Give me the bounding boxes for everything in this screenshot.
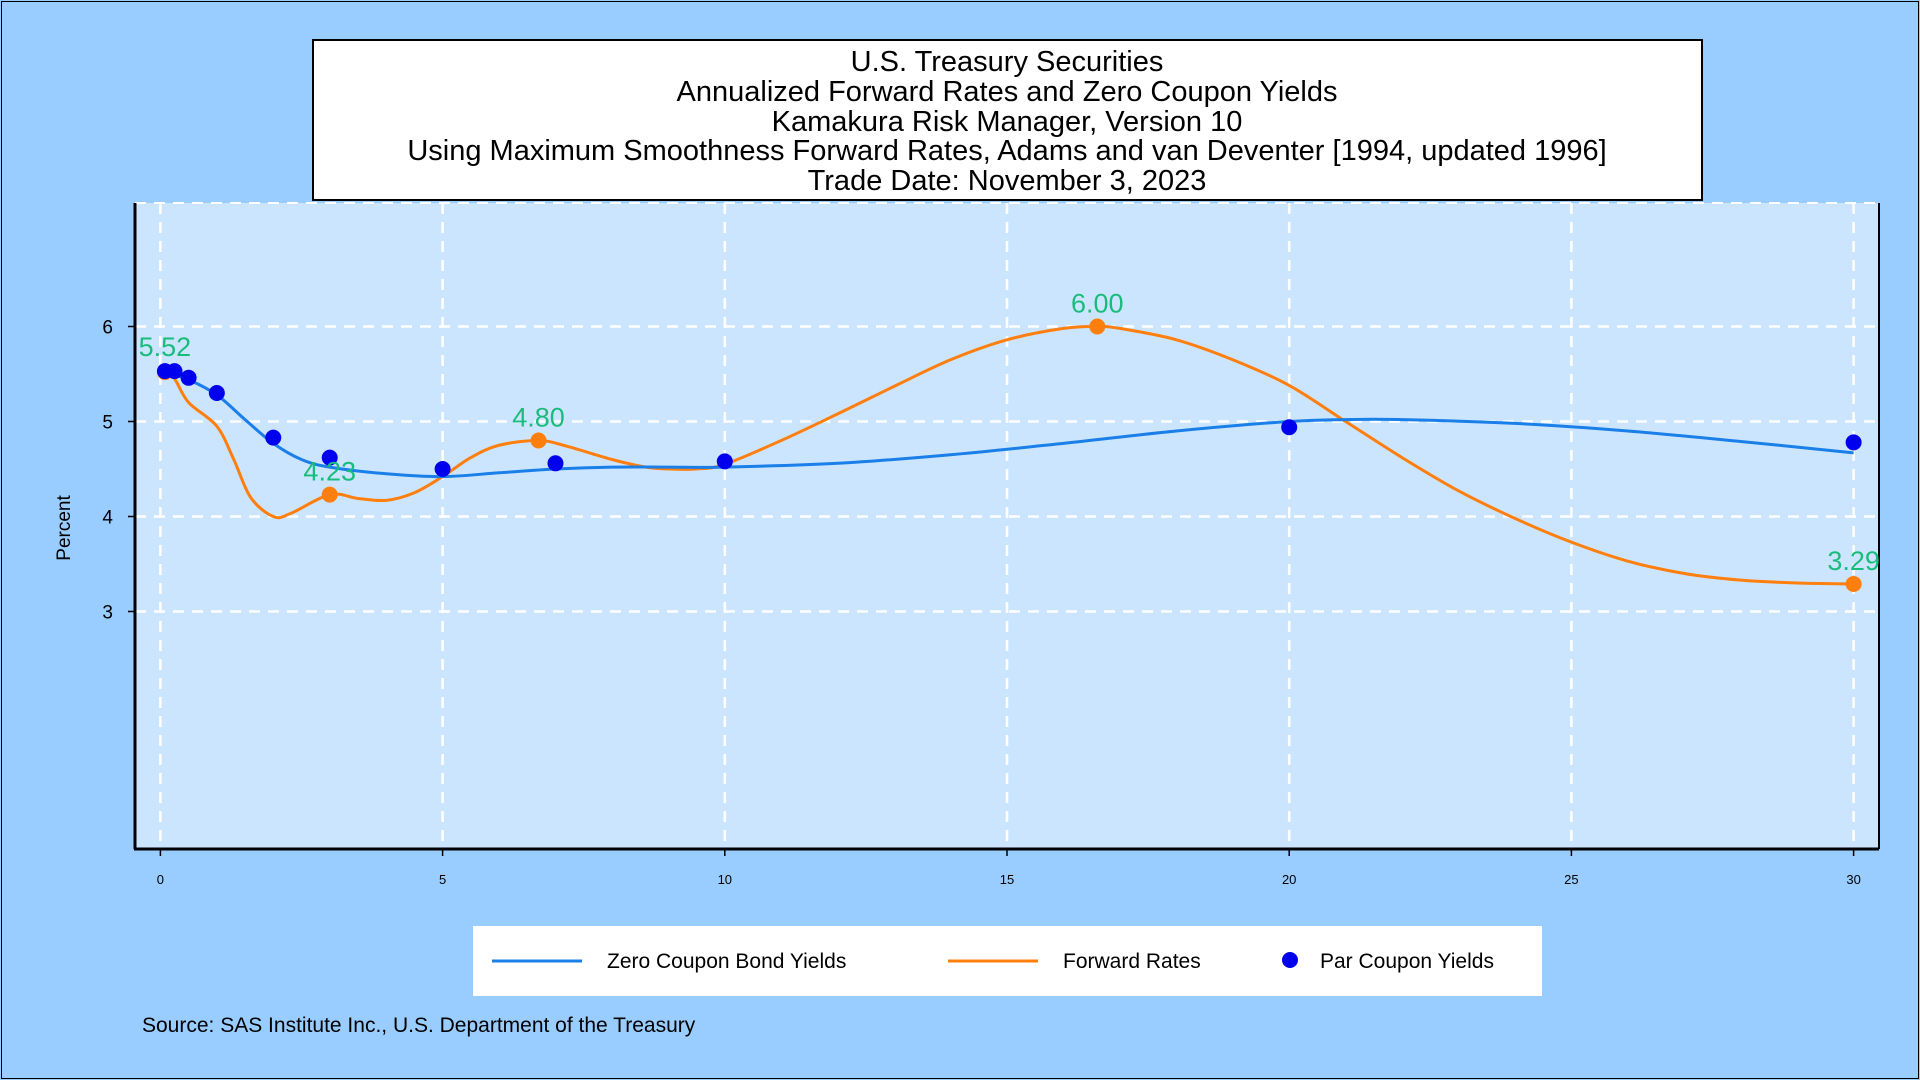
legend: Zero Coupon Bond Yields Forward Rates Pa… bbox=[473, 926, 1542, 996]
chart-title-line-4: Using Maximum Smoothness Forward Rates, … bbox=[407, 135, 1606, 167]
annotation-label-1: 4.23 bbox=[303, 457, 356, 487]
annotations-layer: 5.52 4.23 4.80 6.00 3.29 bbox=[139, 289, 1880, 576]
y-tick-label-4: 4 bbox=[102, 508, 113, 529]
legend-forward-label: Forward Rates bbox=[1063, 950, 1201, 973]
par-coupon-point-6 bbox=[434, 461, 451, 477]
annotation-label-3: 6.00 bbox=[1071, 289, 1124, 319]
par-coupon-point-9 bbox=[1281, 419, 1298, 436]
x-axis-ticks: 0 5 10 15 20 25 30 bbox=[157, 849, 1861, 887]
grid-lines bbox=[135, 202, 1880, 849]
forward-marker-1 bbox=[321, 486, 338, 503]
title-box: U.S. Treasury Securities Annualized Forw… bbox=[312, 39, 1703, 201]
chart-title-line-1: U.S. Treasury Securities bbox=[851, 46, 1164, 78]
chart-title-line-2: Annualized Forward Rates and Zero Coupon… bbox=[677, 76, 1338, 108]
y-axis-ticks: 3 4 5 6 bbox=[102, 318, 135, 624]
x-tick-label-5: 5 bbox=[439, 872, 446, 887]
title-box-background bbox=[312, 39, 1703, 201]
par-coupon-point-2 bbox=[180, 369, 197, 386]
source-note: Source: SAS Institute Inc., U.S. Departm… bbox=[142, 1014, 696, 1037]
annotation-label-4: 3.29 bbox=[1827, 546, 1880, 576]
par-coupon-point-1 bbox=[166, 363, 183, 380]
x-tick-label-25: 25 bbox=[1564, 872, 1578, 887]
x-tick-label-30: 30 bbox=[1846, 872, 1860, 887]
x-tick-label-0: 0 bbox=[157, 872, 164, 887]
par-coupon-point-5 bbox=[321, 449, 338, 466]
par-coupon-point-10 bbox=[1845, 434, 1862, 451]
y-tick-label-3: 3 bbox=[102, 603, 113, 624]
x-tick-label-20: 20 bbox=[1282, 872, 1296, 887]
y-axis-title: Percent bbox=[54, 495, 75, 561]
zero-coupon-yields-line bbox=[164, 370, 1854, 479]
y-tick-label-5: 5 bbox=[102, 413, 113, 434]
legend-zero-coupon-label: Zero Coupon Bond Yields bbox=[607, 950, 846, 973]
annotation-label-2: 4.80 bbox=[512, 403, 565, 433]
points-layer bbox=[156, 318, 1862, 592]
x-tick-label-10: 10 bbox=[718, 872, 732, 887]
x-tick-label-15: 15 bbox=[1000, 872, 1014, 887]
par-coupon-point-3 bbox=[208, 385, 225, 401]
y-tick-label-6: 6 bbox=[102, 318, 113, 339]
chart-title-line-5: Trade Date: November 3, 2023 bbox=[808, 165, 1207, 197]
chart-title-line-3: Kamakura Risk Manager, Version 10 bbox=[772, 106, 1243, 138]
legend-par-swatch bbox=[1282, 952, 1298, 968]
annotation-label-0: 5.52 bbox=[139, 332, 192, 362]
par-coupon-point-4 bbox=[265, 429, 282, 446]
forward-marker-2 bbox=[530, 432, 547, 449]
legend-par-label: Par Coupon Yields bbox=[1320, 950, 1494, 973]
forward-marker-3 bbox=[1089, 318, 1106, 335]
par-coupon-point-8 bbox=[716, 453, 733, 470]
forward-marker-4 bbox=[1845, 575, 1862, 592]
par-coupon-point-7 bbox=[547, 455, 564, 472]
